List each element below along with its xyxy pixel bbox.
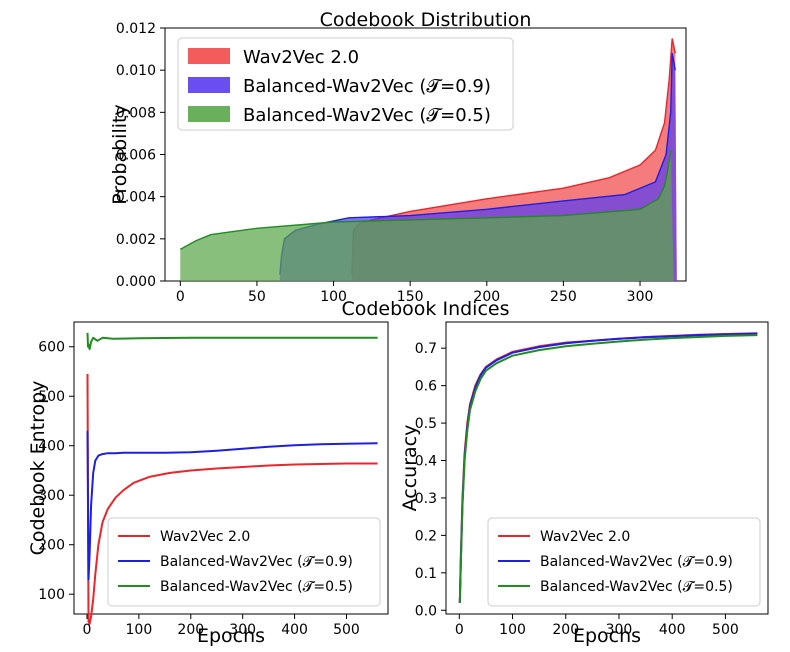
x-tick-label: 200 <box>177 622 204 638</box>
series-line <box>458 334 758 603</box>
x-tick-label: 500 <box>712 622 739 638</box>
y-tick-label: 0.010 <box>116 63 156 79</box>
y-tick-label: 0.0 <box>415 603 437 619</box>
legend-swatch <box>188 77 230 93</box>
legend-label: Wav2Vec 2.0 <box>243 47 359 68</box>
legend-swatch <box>188 48 230 64</box>
y-tick-label: 0.1 <box>415 566 437 582</box>
y-tick-label: 300 <box>38 488 65 504</box>
codebook-entropy-axes: 0 100 200 300 400 500 100 200 300 400 500 600 Epochs… <box>27 321 389 647</box>
y-tick-label: 500 <box>38 389 65 405</box>
legend-box <box>107 517 381 607</box>
legend-label: Wav2Vec 2.0 <box>160 529 250 545</box>
accuracy-lines <box>458 332 758 603</box>
legend-label: Balanced-Wav2Vec (𝓣=0.5) <box>160 579 353 595</box>
legend-box <box>487 517 761 607</box>
x-axis-label: Epochs <box>197 625 265 647</box>
y-axis-label: Codebook Entropy <box>27 381 49 556</box>
chart-title: Codebook Distribution <box>320 9 532 31</box>
y-tick-label: 100 <box>38 587 65 603</box>
x-tick-label: 50 <box>248 289 266 305</box>
x-tick-label: 200 <box>552 622 579 638</box>
x-tick-label: 0 <box>83 622 92 638</box>
legend-label: Balanced-Wav2Vec (𝓣=0.5) <box>243 105 491 126</box>
legend: Wav2Vec 2.0 Balanced-Wav2Vec (𝓣=0.9) Balan… <box>177 37 514 131</box>
legend-label: Balanced-Wav2Vec (𝓣=0.9) <box>160 554 353 570</box>
y-tick-label: 0.012 <box>116 21 156 37</box>
legend-box <box>177 37 514 131</box>
x-axis-label: Codebook Indices <box>341 298 509 320</box>
codebook-distribution-axes: 0 50 100 150 200 250 300 0.000 0.002 0.004 0.006 0.… <box>109 9 687 320</box>
y-tick-label: 0.7 <box>415 341 437 357</box>
y-tick-label: 600 <box>38 340 65 356</box>
x-tick-label: 0 <box>455 622 464 638</box>
y-axis-label: Probability <box>109 104 131 204</box>
y-tick-label: 0.6 <box>415 379 437 395</box>
series-line <box>86 430 378 581</box>
area-edge-2 <box>179 150 672 251</box>
y-tick-label: 0.002 <box>116 232 156 248</box>
y-tick-label: 0.5 <box>415 416 437 432</box>
x-tick-label: 500 <box>333 622 360 638</box>
plot-frame <box>445 321 769 615</box>
y-tick-label: 0.006 <box>116 148 156 164</box>
y-tick-label: 0.2 <box>415 528 437 544</box>
accuracy-axes: 0 100 200 300 400 500 0.0 0.1 0.2 0.3 0.4 0.5 0.6 0.7… <box>399 321 769 647</box>
distribution-areas <box>179 38 677 281</box>
y-tick-label: 0.4 <box>415 454 437 470</box>
y-tick-label: 200 <box>38 538 65 554</box>
codebook-entropy-lines <box>86 332 378 625</box>
plot-frame <box>73 321 389 615</box>
legend-label: Wav2Vec 2.0 <box>540 529 630 545</box>
y-tick-label: 0.000 <box>116 274 156 290</box>
legend: Wav2Vec 2.0 Balanced-Wav2Vec (𝓣=0.9) Balan… <box>487 517 761 607</box>
x-tick-label: 100 <box>126 622 153 638</box>
x-tick-label: 300 <box>627 289 654 305</box>
x-axis-label: Epochs <box>573 625 641 647</box>
y-axis-label: Accuracy <box>399 425 421 512</box>
legend-label: Balanced-Wav2Vec (𝓣=0.5) <box>540 579 733 595</box>
y-tick-label: 400 <box>38 439 65 455</box>
legend: Wav2Vec 2.0 Balanced-Wav2Vec (𝓣=0.9) Balan… <box>107 517 381 607</box>
legend-swatch <box>188 106 230 122</box>
x-tick-label: 100 <box>499 622 526 638</box>
y-tick-label: 0.008 <box>116 105 156 121</box>
area-2 <box>180 150 674 281</box>
x-tick-label: 0 <box>176 289 185 305</box>
legend-label: Balanced-Wav2Vec (𝓣=0.9) <box>243 76 491 97</box>
series-line <box>86 332 378 351</box>
x-tick-label: 200 <box>473 289 500 305</box>
x-tick-label: 250 <box>550 289 577 305</box>
x-tick-label: 400 <box>659 622 686 638</box>
series-line <box>86 373 378 625</box>
y-tick-label: 0.004 <box>116 190 156 206</box>
x-tick-label: 400 <box>281 622 308 638</box>
legend-label: Balanced-Wav2Vec (𝓣=0.9) <box>540 554 733 570</box>
x-tick-label: 300 <box>606 622 633 638</box>
plots-layer: 0 50 100 150 200 250 3000.0000.0020.0040.0060.… <box>27 9 769 647</box>
x-tick-label: 150 <box>397 289 424 305</box>
x-tick-label: 100 <box>320 289 347 305</box>
y-tick-label: 0.3 <box>415 491 437 507</box>
x-tick-label: 300 <box>229 622 256 638</box>
